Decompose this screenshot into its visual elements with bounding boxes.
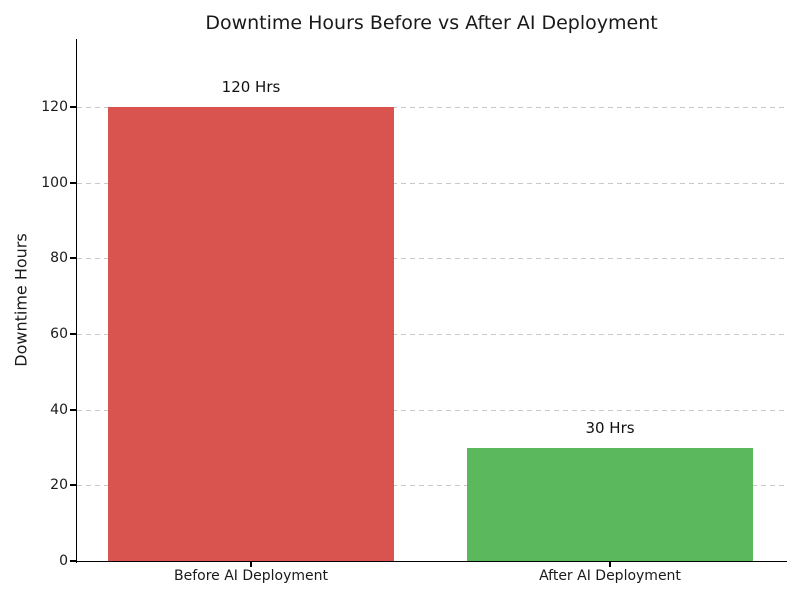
y-tick-mark [70, 106, 76, 108]
x-tick-mark [250, 562, 252, 567]
y-tick-label: 100 [41, 175, 68, 191]
y-tick-mark [70, 484, 76, 486]
y-tick-mark [70, 182, 76, 184]
bar-before-ai-deployment [108, 107, 394, 561]
y-tick-mark [70, 257, 76, 259]
bar-after-ai-deployment [467, 448, 753, 561]
gridline [77, 107, 786, 108]
y-tick-mark [70, 333, 76, 335]
bar-value-label: 120 Hrs [221, 78, 281, 96]
gridline [77, 485, 786, 486]
y-tick-label: 40 [50, 402, 68, 418]
gridline [77, 334, 786, 335]
x-tick-label: Before AI Deployment [173, 568, 328, 584]
y-axis-spine [75, 39, 78, 563]
plot-area [77, 39, 786, 561]
gridline [77, 258, 786, 259]
chart-title: Downtime Hours Before vs After AI Deploy… [205, 12, 658, 34]
gridline [77, 410, 786, 411]
gridline [77, 183, 786, 184]
y-tick-mark [70, 409, 76, 411]
y-tick-mark [70, 560, 76, 562]
bar-value-label: 30 Hrs [585, 419, 635, 437]
x-tick-label: After AI Deployment [539, 568, 681, 584]
x-tick-mark [609, 562, 611, 567]
y-tick-label: 60 [50, 326, 68, 342]
y-tick-label: 80 [50, 250, 68, 266]
y-tick-label: 0 [59, 553, 68, 569]
x-axis-spine [75, 560, 787, 563]
y-tick-label: 120 [41, 99, 68, 115]
y-tick-label: 20 [50, 477, 68, 493]
